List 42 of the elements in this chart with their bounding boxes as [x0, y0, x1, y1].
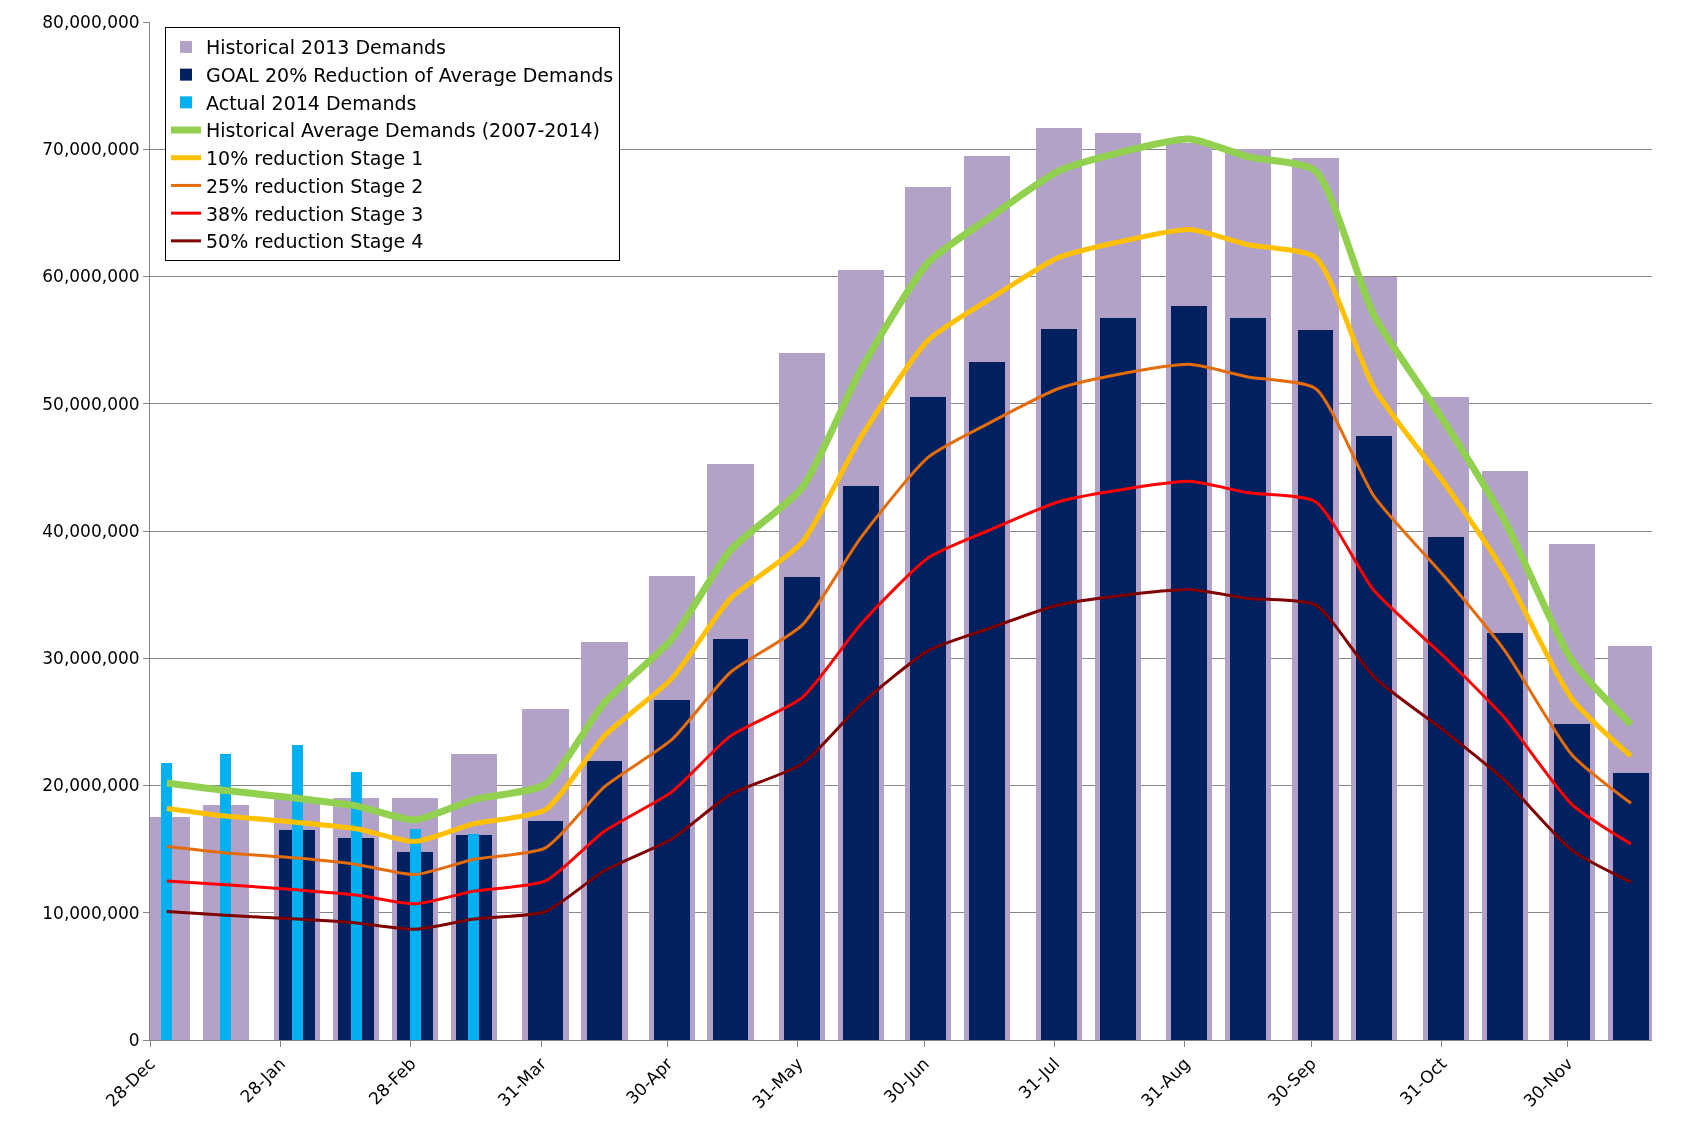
legend-label: GOAL 20% Reduction of Average Demands: [206, 64, 614, 87]
bar: [1040, 328, 1077, 1040]
bar: [586, 761, 623, 1040]
bar: [1486, 632, 1523, 1040]
legend-label: 38% reduction Stage 3: [206, 202, 424, 225]
y-tick-label: 70,000,000: [42, 139, 140, 160]
y-tick-label: 0: [128, 1029, 140, 1050]
bar: [1297, 329, 1334, 1040]
legend-label: Historical 2013 Demands: [206, 36, 446, 59]
legend-label: Historical Average Demands (2007-2014): [206, 119, 601, 142]
bar: [1356, 435, 1393, 1040]
bar: [1613, 772, 1649, 1040]
bar: [653, 700, 690, 1040]
bar: [409, 828, 421, 1040]
line-series: [165, 588, 1633, 931]
legend-label: 10% reduction Stage 1: [206, 147, 424, 170]
y-tick-label: 60,000,000: [42, 266, 140, 287]
bar: [910, 397, 947, 1040]
legend-label: Actual 2014 Demands: [206, 91, 417, 114]
legend-label: 50% reduction Stage 4: [206, 230, 424, 253]
y-tick-label: 10,000,000: [42, 902, 140, 923]
y-tick-label: 40,000,000: [42, 520, 140, 541]
bar: [1554, 724, 1590, 1040]
bar: [1171, 305, 1208, 1040]
legend-label: 25% reduction Stage 2: [206, 174, 424, 197]
line-series: [165, 479, 1633, 906]
bar: [969, 361, 1006, 1040]
bar: [784, 576, 821, 1040]
y-tick-label: 20,000,000: [42, 775, 140, 796]
bar: [161, 762, 173, 1040]
bar: [1099, 318, 1136, 1040]
bar: [220, 753, 232, 1040]
bar: [1427, 537, 1464, 1040]
y-tick-label: 80,000,000: [42, 11, 140, 32]
bar: [468, 833, 480, 1040]
bar: [1230, 318, 1266, 1040]
y-tick-label: 50,000,000: [42, 393, 140, 414]
bar: [712, 639, 749, 1040]
bar: [843, 486, 879, 1040]
bar: [527, 821, 564, 1040]
y-tick-label: 30,000,000: [42, 648, 140, 669]
line-series: [165, 362, 1633, 877]
